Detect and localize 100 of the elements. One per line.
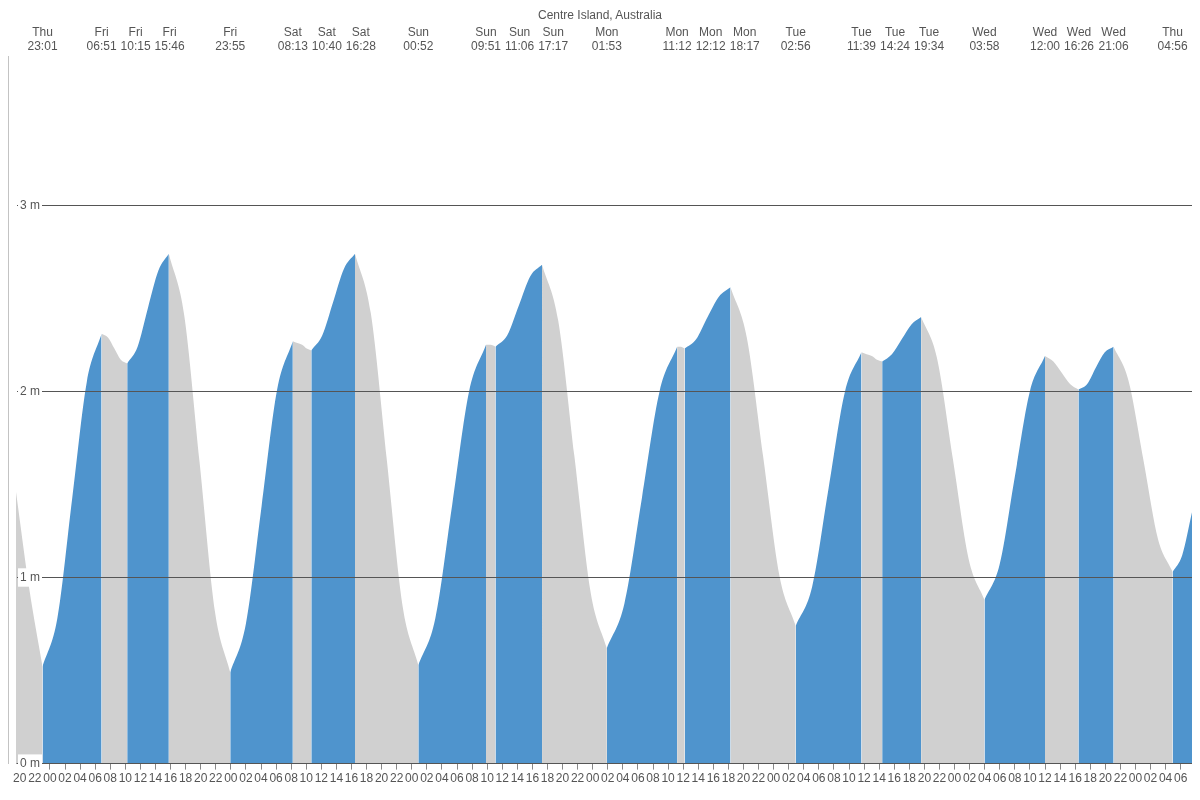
x-tick-label: 06 — [269, 771, 284, 786]
x-tick-label: 06 — [631, 771, 645, 786]
x-tick-label: 22 — [932, 771, 947, 786]
x-tick-label: 06 — [1174, 771, 1188, 786]
x-tick-label: 04 — [73, 771, 88, 786]
x-tick-label: 08 — [827, 771, 841, 786]
text: Wed 21:06 — [1098, 25, 1129, 54]
x-tick-label: 16 — [344, 771, 359, 786]
text: Sat 16:28 — [345, 25, 377, 54]
x-tick-label: 08 — [103, 771, 118, 786]
text: Sun 00:52 — [403, 25, 434, 54]
x-tick-label: 16 — [525, 771, 540, 786]
text: Fri 23:55 — [215, 25, 246, 54]
x-tick-label: 18 — [721, 771, 736, 786]
x-tick-label: 18 — [178, 771, 193, 786]
x-tick-label: 06 — [993, 771, 1007, 786]
y-tick-label: 0 m — [20, 755, 41, 770]
x-tick-label: 20 — [374, 771, 389, 786]
text: Mon 12:12 — [695, 25, 727, 54]
text: Mon 01:53 — [591, 25, 623, 54]
text: Fri 15:46 — [154, 25, 185, 54]
x-tick-label: 08 — [646, 771, 660, 786]
text: Sat 08:13 — [277, 25, 309, 54]
x-tick-label: 18 — [1083, 771, 1098, 786]
x-tick-label: 10 — [480, 771, 495, 786]
text: Sun 11:06 — [505, 25, 535, 54]
x-tick-label: 02 — [58, 771, 72, 786]
x-tick-label: 12 — [314, 771, 329, 786]
x-tick-label: 20 — [194, 771, 208, 786]
x-tick-label: 08 — [284, 771, 299, 786]
text: Mon 11:12 — [662, 25, 693, 54]
x-tick-label: 22 — [28, 771, 42, 786]
x-tick-label: 22 — [390, 771, 404, 786]
text: Sat 10:40 — [311, 25, 343, 54]
x-tick-label: 00 — [405, 771, 419, 786]
x-tick-label: 22 — [751, 771, 766, 786]
x-tick-label: 16 — [706, 771, 721, 786]
x-tick-label: 00 — [43, 771, 57, 786]
x-tick-label: 14 — [1053, 771, 1068, 786]
x-tick-label: 12 — [133, 771, 148, 786]
text: Wed 12:00 — [1029, 25, 1061, 54]
x-tick-label: 06 — [88, 771, 103, 786]
x-tick-label: 12 — [676, 771, 691, 786]
x-tick-label: 04 — [978, 771, 992, 786]
text: Mon 18:17 — [729, 25, 761, 54]
x-tick-label: 14 — [872, 771, 887, 786]
x-tick-label: 08 — [1008, 771, 1022, 786]
x-tick-label: 00 — [766, 771, 781, 786]
x-tick-label: 22 — [570, 771, 585, 786]
x-tick-label: 22 — [209, 771, 223, 786]
text: Tue 02:56 — [780, 25, 812, 54]
x-tick-label: 04 — [1158, 771, 1173, 786]
x-tick-label: 14 — [329, 771, 344, 786]
x-tick-label: 02 — [962, 771, 977, 786]
text: Tue 14:24 — [880, 25, 911, 54]
x-tick-label: 02 — [420, 771, 434, 786]
x-tick-label: 16 — [163, 771, 178, 786]
x-tick-label: 00 — [586, 771, 600, 786]
x-tick-label: 02 — [782, 771, 796, 786]
x-tick-label: 06 — [812, 771, 826, 786]
x-tick-label: 12 — [857, 771, 872, 786]
x-tick-label: 16 — [887, 771, 902, 786]
x-tick-label: 12 — [495, 771, 510, 786]
x-tick-label: 14 — [691, 771, 706, 786]
text: Thu 04:56 — [1157, 25, 1188, 54]
text: Tue 11:39 — [846, 25, 877, 54]
x-tick-label: 20 — [917, 771, 932, 786]
x-tick-label: 10 — [118, 771, 133, 786]
x-tick-label: 04 — [254, 771, 268, 786]
x-tick-label: 14 — [510, 771, 525, 786]
y-tick-label: 1 m — [20, 569, 41, 584]
text: Wed 16:26 — [1064, 25, 1095, 54]
x-tick-label: 22 — [1113, 771, 1128, 786]
x-tick-label: 20 — [736, 771, 751, 786]
x-tick-label: 06 — [450, 771, 464, 786]
x-tick-label: 18 — [359, 771, 374, 786]
x-tick-label: 00 — [1128, 771, 1143, 786]
x-tick-label: 02 — [239, 771, 253, 786]
x-tick-label: 10 — [1023, 771, 1037, 786]
x-tick-label: 02 — [601, 771, 615, 786]
x-tick-label: 04 — [435, 771, 449, 786]
x-tick-label: 02 — [1143, 771, 1158, 786]
x-tick-label: 04 — [797, 771, 811, 786]
x-tick-label: 12 — [1038, 771, 1052, 786]
x-tick-label: 10 — [842, 771, 856, 786]
y-tick-label: 2 m — [20, 383, 41, 398]
text: Thu 23:01 — [27, 25, 58, 54]
x-tick-label: 04 — [616, 771, 630, 786]
x-tick-label: 20 — [13, 771, 27, 786]
x-tick-label: 10 — [299, 771, 314, 786]
x-tick-label: 18 — [902, 771, 917, 786]
x-tick-label: 16 — [1068, 771, 1083, 786]
chart-title: Centre Island, Australia — [537, 7, 663, 22]
x-tick-label: 20 — [555, 771, 570, 786]
x-tick-label: 20 — [1098, 771, 1113, 786]
x-tick-label: 00 — [947, 771, 962, 786]
x-tick-label: 18 — [540, 771, 555, 786]
x-tick-label: 14 — [148, 771, 163, 786]
x-tick-label: 08 — [465, 771, 480, 786]
text: Sun 17:17 — [538, 25, 569, 54]
